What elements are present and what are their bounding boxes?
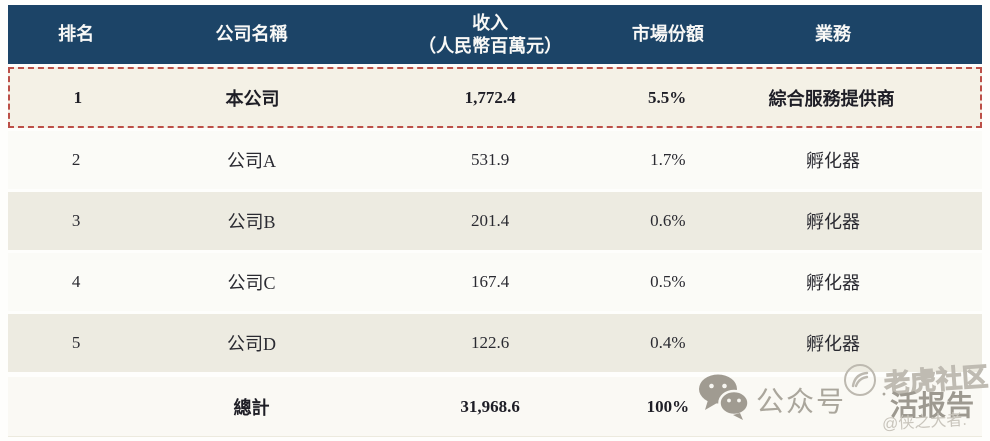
- rank-value: 4: [71, 272, 81, 291]
- company-name: 公司D: [226, 334, 276, 354]
- header-revenue-title: 收入: [472, 13, 509, 33]
- header-revenue: 收入 （人民幣百萬元）: [359, 12, 622, 57]
- table-row-company-a: 2 公司A 531.9 1.7% 孵化器: [8, 131, 982, 189]
- rank-value: 3: [71, 211, 81, 230]
- market-share-table: 排名 公司名稱 收入 （人民幣百萬元） 市場份額 業務 1 本公司 1,772.…: [8, 5, 982, 437]
- header-market-share: 市場份額: [631, 24, 704, 45]
- watermark-author: @侠之大者.: [881, 411, 968, 434]
- business-value: 孵化器: [806, 151, 861, 171]
- table-row-company-c: 4 公司C 167.4 0.5% 孵化器: [8, 253, 982, 311]
- header-company-name: 公司名稱: [215, 24, 288, 45]
- share-value: 5.5%: [648, 87, 687, 107]
- rank-value: 2: [71, 150, 81, 169]
- header-rank: 排名: [58, 24, 95, 45]
- rank-value: 1: [73, 87, 83, 107]
- total-share-value: 100%: [646, 396, 690, 416]
- watermark-separator: ·: [880, 382, 888, 408]
- header-revenue-unit: （人民幣百萬元）: [418, 35, 563, 56]
- table-header-row: 排名 公司名稱 收入 （人民幣百萬元） 市場份額 業務: [8, 5, 982, 64]
- wechat-account-name: 活报告: [890, 390, 975, 421]
- total-label: 總計: [233, 397, 270, 418]
- share-value: 0.5%: [650, 272, 686, 291]
- rank-value: 5: [71, 333, 81, 352]
- table-row-our-company: 1 本公司 1,772.4 5.5% 綜合服務提供商: [8, 67, 982, 128]
- business-value: 孵化器: [806, 212, 861, 232]
- header-business: 業務: [815, 24, 852, 45]
- revenue-value: 167.4: [470, 272, 510, 291]
- watermark: 公众号 · 老虎社区 活报告 @侠之大者.: [690, 360, 990, 440]
- company-name: 本公司: [225, 88, 280, 109]
- wechat-account-label: 公众号: [756, 386, 847, 417]
- company-name: 公司B: [227, 212, 276, 232]
- revenue-value: 531.9: [470, 150, 510, 169]
- total-revenue-value: 31,968.6: [460, 396, 520, 416]
- business-value: 綜合服務提供商: [768, 88, 895, 109]
- business-value: 孵化器: [806, 334, 861, 354]
- business-value: 孵化器: [806, 273, 861, 293]
- share-value: 0.6%: [650, 211, 686, 230]
- revenue-value: 201.4: [470, 211, 510, 230]
- table-row-company-d: 5 公司D 122.6 0.4% 孵化器: [8, 314, 982, 372]
- table-row-company-b: 3 公司B 201.4 0.6% 孵化器: [8, 192, 982, 250]
- table-total-row: 總計 31,968.6 100%: [8, 377, 982, 437]
- tiger-community-logo-icon: [842, 362, 878, 403]
- share-value: 1.7%: [650, 150, 686, 169]
- share-value: 0.4%: [650, 333, 686, 352]
- company-name: 公司A: [226, 151, 276, 171]
- wechat-icon: [698, 374, 750, 425]
- revenue-value: 122.6: [470, 333, 510, 352]
- revenue-value: 1,772.4: [464, 87, 516, 107]
- company-name: 公司C: [227, 273, 276, 293]
